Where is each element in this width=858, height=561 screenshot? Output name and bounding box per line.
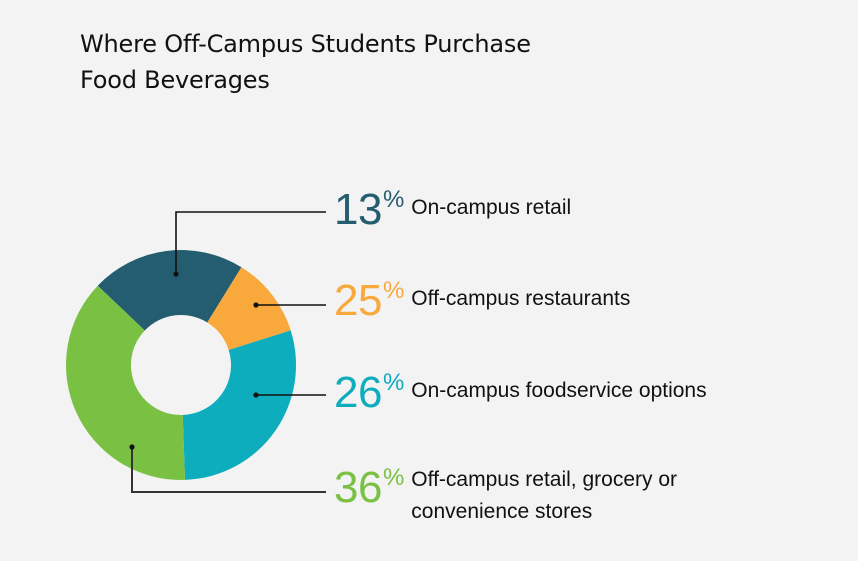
legend-label: On-campus foodservice options [411, 379, 707, 402]
legend-label: On-campus retail [411, 196, 572, 219]
leader-dot-on-campus-retail [173, 271, 179, 277]
chart-title-line-2: Food Beverages [80, 66, 270, 94]
percent-sign: % [382, 277, 405, 304]
legend-label: Off-campus restaurants [411, 287, 631, 310]
slice-off-campus-retail-grocery [66, 285, 185, 480]
percent-value: 13 [334, 185, 382, 234]
slice-on-campus-retail [97, 250, 242, 331]
slice-on-campus-foodservice [182, 330, 297, 480]
legend-row-on-campus-foodservice: 26 % On-campus foodservice options [334, 371, 707, 415]
percent-sign: % [382, 369, 405, 396]
leader-dots [129, 271, 259, 450]
leader-dot-off-campus-restaurants [253, 302, 259, 308]
leader-lines [131, 211, 326, 493]
slice-off-campus-restaurants [207, 267, 291, 350]
chart-title: Where Off-Campus Students Purchase Food … [80, 26, 640, 98]
legend-row-on-campus-retail: 13 % On-campus retail [334, 188, 571, 232]
legend-label-line-2: convenience stores [411, 500, 593, 523]
leader-line-off-campus-retail-grocery [131, 447, 326, 493]
legend-row-off-campus-restaurants: 25 % Off-campus restaurants [334, 279, 630, 323]
leader-dot-off-campus-retail-grocery [129, 444, 135, 450]
percent-sign: % [382, 464, 405, 491]
legend-label: Off-campus retail, grocery or convenienc… [411, 464, 677, 528]
legend-label-line-1: Off-campus retail, grocery or [411, 468, 677, 491]
percent-value: 36 [334, 463, 382, 512]
chart-title-line-1: Where Off-Campus Students Purchase [80, 30, 531, 58]
percent-value: 25 [334, 276, 382, 325]
percent-value: 26 [334, 368, 382, 417]
percent-sign: % [382, 186, 405, 213]
leader-dot-on-campus-foodservice [253, 392, 259, 398]
legend-row-off-campus-retail-grocery: 36 % Off-campus retail, grocery or conve… [334, 466, 677, 528]
leader-line-on-campus-retail [175, 211, 326, 274]
